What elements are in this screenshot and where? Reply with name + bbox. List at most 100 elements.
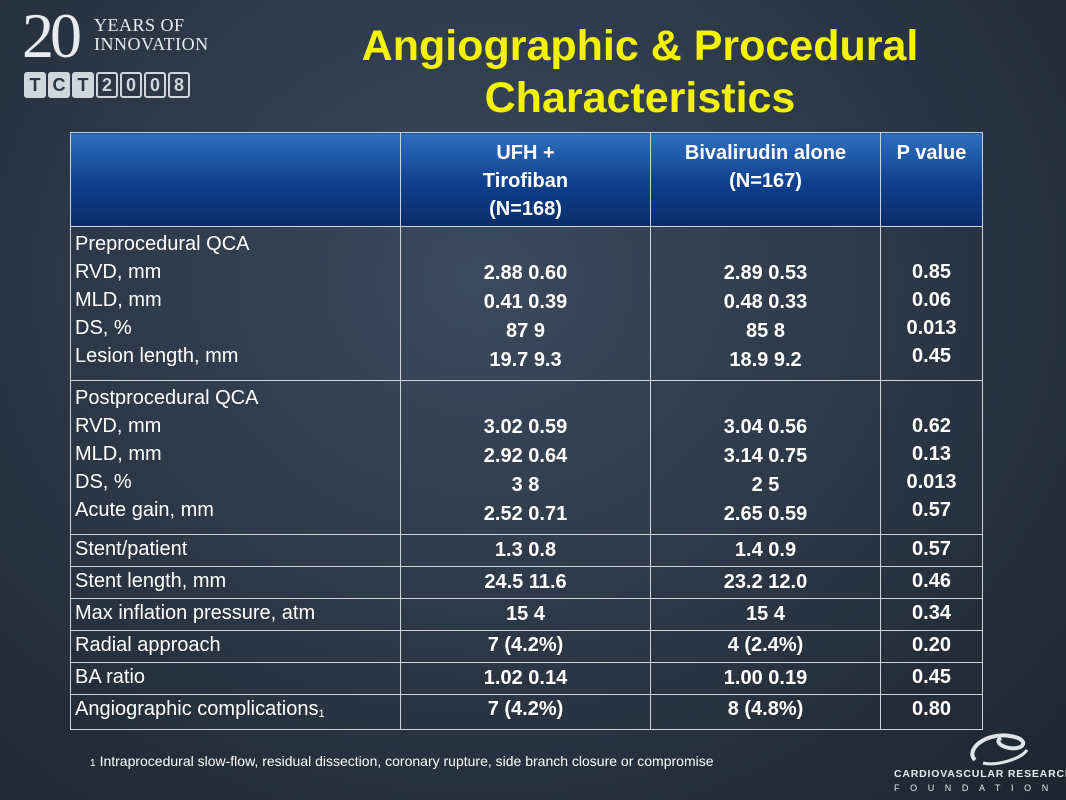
crf-logo: CARDIOVASCULAR RESEARCH FOUNDATION xyxy=(880,730,1066,795)
crf-swirl-icon xyxy=(970,733,1029,766)
row-label: Stent/patient xyxy=(70,534,401,567)
tct2008-logo: 20 YEARS OF INNOVATION T C T 2 0 0 8 xyxy=(22,4,208,100)
header-text: (N=167) xyxy=(729,170,802,192)
row-labels: Preprocedural QCA RVD, mm MLD, mm DS, % … xyxy=(70,226,401,381)
table-row-preprocedural: Preprocedural QCA RVD, mm MLD, mm DS, % … xyxy=(70,226,983,381)
value-cell: 2.65 0.59 xyxy=(723,503,808,525)
value-cell: 1.3 0.8 xyxy=(400,534,651,567)
value-cell: 18.9 9.2 xyxy=(729,349,802,371)
row-labels: Postprocedural QCA RVD, mm MLD, mm DS, %… xyxy=(70,380,401,535)
row-label: BA ratio xyxy=(70,662,401,695)
p-value-cell: 0.013 xyxy=(906,471,957,493)
logo-tagline-1: YEARS OF xyxy=(94,15,185,35)
p-value-cell: 0.46 xyxy=(880,566,983,599)
p-value-cell: 0.45 xyxy=(912,345,951,367)
bivalirudin-values: 3.04 0.56 3.14 0.75 2 5 2.65 0.59 xyxy=(650,380,881,535)
table-header-row: UFH + Tirofiban (N=168) Bivalirudin alon… xyxy=(70,132,983,227)
logo-letter: 0 xyxy=(120,72,142,98)
logo-letter: T xyxy=(24,72,46,98)
value-cell: 4 (2.4%) xyxy=(650,630,881,663)
value-cell: 7 (4.2%) xyxy=(400,694,651,730)
p-value-cell: 0.06 xyxy=(912,289,951,311)
value-cell: 2.89 0.53 xyxy=(723,262,808,284)
p-value-cell: 0.62 xyxy=(912,415,951,437)
row-label: DS, % xyxy=(75,317,132,339)
logo-tct2008-boxes: T C T 2 0 0 8 xyxy=(24,72,190,98)
value-cell: 0.48 0.33 xyxy=(723,291,808,313)
p-values: 0.85 0.06 0.013 0.45 xyxy=(880,226,983,381)
value-cell: 2.88 0.60 xyxy=(483,262,568,284)
p-value-cell: 0.57 xyxy=(880,534,983,567)
table-row-postprocedural: Postprocedural QCA RVD, mm MLD, mm DS, %… xyxy=(70,380,983,535)
header-label-cell xyxy=(70,132,401,227)
logo-20: 20 xyxy=(22,0,82,71)
row-label: RVD, mm xyxy=(75,261,162,283)
logo-letter: 2 xyxy=(96,72,118,98)
table-row: Angiographic complications1 7 (4.2%) 8 (… xyxy=(70,694,983,730)
p-value-cell: 0.80 xyxy=(880,694,983,730)
footnote-marker: 1 xyxy=(318,708,325,720)
value-cell: 15 4 xyxy=(650,598,881,631)
header-bivalirudin: Bivalirudin alone (N=167) xyxy=(650,132,881,227)
footnote: 1 Intraprocedural slow-flow, residual dis… xyxy=(90,752,790,773)
table-row: Stent length, mm 24.5 11.6 23.2 12.0 0.4… xyxy=(70,566,983,599)
row-label: MLD, mm xyxy=(75,443,162,465)
crf-name: CARDIOVASCULAR RESEARCH xyxy=(894,768,1066,780)
value-cell: 2 5 xyxy=(751,474,780,496)
table-row: BA ratio 1.02 0.14 1.00 0.19 0.45 xyxy=(70,662,983,695)
p-value-cell: 0.85 xyxy=(912,261,951,283)
value-cell: 3.14 0.75 xyxy=(723,445,808,467)
header-p-value: P value xyxy=(880,132,983,227)
value-cell: 1.00 0.19 xyxy=(650,662,881,695)
footnote-number: 1 xyxy=(90,758,96,769)
p-value-cell: 0.57 xyxy=(912,499,951,521)
row-label: RVD, mm xyxy=(75,415,162,437)
ufh-values: 3.02 0.59 2.92 0.64 3 8 2.52 0.71 xyxy=(400,380,651,535)
ufh-values: 2.88 0.60 0.41 0.39 87 9 19.7 9.3 xyxy=(400,226,651,381)
header-ufh-tirofiban: UFH + Tirofiban (N=168) xyxy=(400,132,651,227)
row-label: Radial approach xyxy=(70,630,401,663)
slide-title-line-1: Angiographic & Procedural xyxy=(361,22,919,70)
characteristics-table: UFH + Tirofiban (N=168) Bivalirudin alon… xyxy=(70,132,983,730)
value-cell: 1.02 0.14 xyxy=(400,662,651,695)
value-cell: 87 9 xyxy=(506,320,545,342)
value-cell: 2.92 0.64 xyxy=(483,445,568,467)
value-cell: 8 (4.8%) xyxy=(650,694,881,730)
group-heading: Postprocedural QCA xyxy=(75,387,259,409)
row-label-complications: Angiographic complications1 xyxy=(70,694,401,730)
value-cell: 24.5 11.6 xyxy=(400,566,651,599)
value-cell: 0.41 0.39 xyxy=(483,291,568,313)
crf-foundation: FOUNDATION xyxy=(894,783,1059,793)
header-text: UFH + xyxy=(496,142,555,164)
value-cell: 3.04 0.56 xyxy=(723,416,808,438)
value-cell: 1.4 0.9 xyxy=(650,534,881,567)
value-cell: 19.7 9.3 xyxy=(489,349,562,371)
header-text: (N=168) xyxy=(489,198,562,220)
row-label: Acute gain, mm xyxy=(75,499,214,521)
logo-tagline-2: INNOVATION xyxy=(94,34,209,54)
row-label: Lesion length, mm xyxy=(75,345,239,367)
logo-tagline: YEARS OF INNOVATION xyxy=(94,16,209,54)
value-cell: 7 (4.2%) xyxy=(400,630,651,663)
p-value-cell: 0.13 xyxy=(912,443,951,465)
p-value-cell: 0.45 xyxy=(880,662,983,695)
p-value-cell: 0.20 xyxy=(880,630,983,663)
table-row: Stent/patient 1.3 0.8 1.4 0.9 0.57 xyxy=(70,534,983,567)
p-value-cell: 0.013 xyxy=(906,317,957,339)
logo-letter: 0 xyxy=(144,72,166,98)
table-row: Max inflation pressure, atm 15 4 15 4 0.… xyxy=(70,598,983,631)
p-value-cell: 0.34 xyxy=(880,598,983,631)
bivalirudin-values: 2.89 0.53 0.48 0.33 85 8 18.9 9.2 xyxy=(650,226,881,381)
row-label: Max inflation pressure, atm xyxy=(70,598,401,631)
row-label: DS, % xyxy=(75,471,132,493)
footnote-text: Intraprocedural slow-flow, residual diss… xyxy=(99,753,714,769)
row-label: Angiographic complications xyxy=(75,698,319,720)
header-text: Tirofiban xyxy=(482,170,569,192)
row-label: Stent length, mm xyxy=(70,566,401,599)
slide-title-line-2: Characteristics xyxy=(484,74,796,122)
value-cell: 3.02 0.59 xyxy=(483,416,568,438)
value-cell: 3 8 xyxy=(511,474,540,496)
p-values: 0.62 0.13 0.013 0.57 xyxy=(880,380,983,535)
logo-letter: T xyxy=(72,72,94,98)
group-heading: Preprocedural QCA xyxy=(75,233,250,255)
